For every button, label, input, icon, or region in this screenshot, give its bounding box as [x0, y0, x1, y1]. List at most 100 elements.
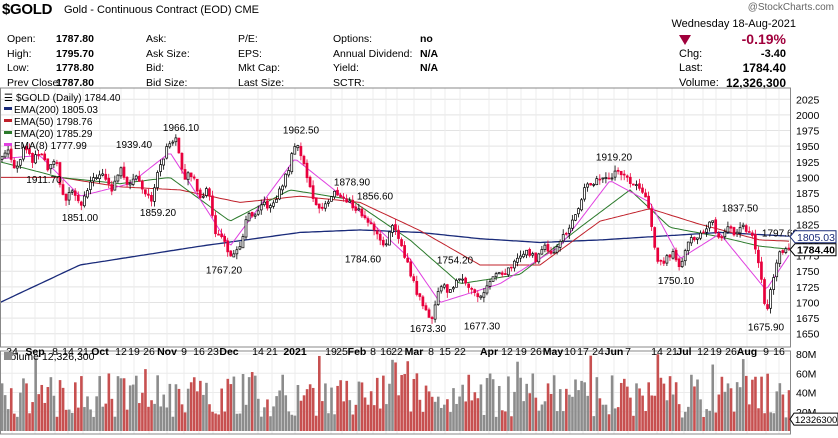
quote-label: Last Size:: [238, 76, 285, 89]
volume-bar: [656, 354, 660, 431]
candle-body: [467, 283, 470, 288]
candle-body: [345, 198, 348, 203]
volume-bar: [565, 388, 568, 431]
candle-body: [455, 280, 458, 288]
volume-bar: [458, 396, 461, 431]
candle-body: [674, 249, 678, 261]
volume-bar: [534, 397, 538, 431]
volume-bar: [400, 375, 403, 431]
candle-body: [354, 206, 358, 211]
candle-body: [516, 257, 519, 263]
candle-body: [461, 278, 464, 281]
volume-bar: [699, 399, 702, 431]
volume-bar: [409, 411, 413, 431]
candle-body: [232, 253, 236, 258]
volume-bar: [74, 382, 77, 431]
candle-body: [381, 239, 385, 246]
candle-body: [647, 195, 650, 209]
volume-bar: [135, 375, 138, 431]
volume-bar: [391, 359, 394, 431]
volume-bar: [296, 384, 300, 431]
candle-body: [198, 189, 202, 199]
volume-bar: [302, 395, 306, 431]
candle-body: [110, 184, 114, 192]
candle-body: [531, 253, 535, 256]
volume-bar: [180, 404, 184, 431]
candle-body: [458, 278, 461, 281]
x-tick-label: 22: [391, 346, 403, 358]
candle-body: [330, 196, 333, 202]
candle-body: [586, 183, 589, 188]
volume-bar: [40, 384, 44, 431]
volume-bar: [287, 411, 291, 431]
candle-body: [561, 234, 565, 242]
volume-bar: [183, 412, 187, 431]
volume-bar: [67, 409, 71, 431]
candle-body: [384, 243, 388, 246]
candle-body: [696, 237, 699, 240]
stockcharts-watermark[interactable]: @StockCharts.com: [747, 2, 834, 13]
x-tick-label: Jun: [605, 346, 624, 358]
volume-bar: [177, 388, 181, 431]
candle-body: [253, 214, 257, 217]
volume-bar: [528, 393, 532, 431]
volume-bar: [9, 388, 13, 431]
volume-bar: [281, 374, 284, 431]
volume-bar: [491, 379, 495, 431]
candle-body: [12, 159, 16, 169]
candle-body: [22, 146, 25, 160]
candle-body: [778, 251, 782, 264]
volume-bar: [638, 388, 641, 431]
price-tag-box: [789, 230, 837, 244]
volume-bar: [247, 377, 251, 431]
x-tick-label: 12: [115, 346, 127, 358]
volume-bar: [159, 406, 162, 431]
quote-label: Bid Size:: [146, 76, 188, 89]
volume-bar: [375, 377, 379, 431]
candle-body: [689, 237, 693, 244]
volume-bar: [150, 400, 153, 431]
volume-bar: [55, 416, 59, 431]
volume-bar: [769, 412, 772, 431]
volume-bar: [101, 406, 105, 431]
candle-body: [256, 210, 260, 215]
volume-bar: [766, 373, 769, 431]
volume-bar: [168, 383, 172, 431]
candle-body: [134, 175, 138, 180]
volume-bar: [632, 415, 635, 431]
price-annotation: 1966.10: [163, 123, 200, 134]
candle-body: [55, 162, 59, 164]
volume-bar: [394, 362, 397, 431]
volume-bar: [3, 395, 7, 431]
volume-bar: [461, 384, 464, 431]
candle-body: [363, 215, 367, 219]
volume-bar: [89, 409, 92, 431]
candle-body: [470, 287, 474, 290]
volume-tick-label: 60M: [796, 368, 816, 380]
legend-entry: EMA(20) 1785.29: [14, 129, 93, 140]
x-tick-label: 22: [454, 346, 466, 358]
volume-bar: [92, 416, 95, 431]
candle-body: [692, 236, 696, 241]
candle-body: [217, 233, 220, 236]
volume-bar: [278, 390, 281, 431]
candle-body: [360, 208, 364, 217]
candle-body: [165, 146, 169, 159]
y-tick-label: 1675: [796, 313, 820, 325]
volume-bar: [671, 394, 675, 431]
candle-body: [342, 196, 345, 199]
volume-bar: [366, 404, 370, 431]
candle-body: [589, 183, 593, 186]
candle-body: [445, 284, 449, 293]
y-tick-label: 1900: [796, 172, 820, 184]
candle-body: [702, 231, 705, 234]
candle-body: [705, 228, 708, 233]
candle-body: [34, 154, 37, 164]
volume-bar: [260, 416, 263, 431]
down-arrow-icon: [679, 35, 691, 45]
candle-body: [619, 170, 623, 176]
volume-bar: [525, 383, 528, 431]
volume-bar: [403, 374, 406, 431]
volume-bar: [507, 376, 510, 431]
volume-bar: [58, 380, 62, 431]
